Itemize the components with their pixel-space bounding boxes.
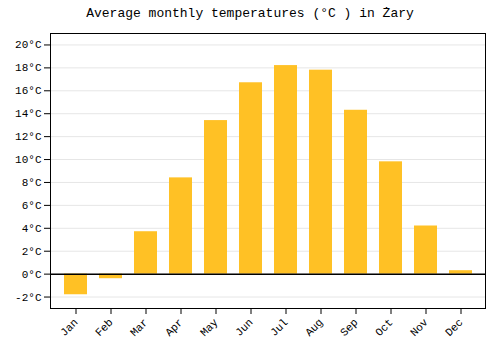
- svg-text:Jul: Jul: [268, 316, 290, 338]
- svg-text:4°C: 4°C: [22, 223, 42, 235]
- svg-text:Apr: Apr: [163, 316, 185, 338]
- svg-text:Aug: Aug: [303, 316, 325, 338]
- svg-text:Dec: Dec: [443, 316, 465, 338]
- svg-text:10°C: 10°C: [15, 154, 42, 166]
- svg-text:Jan: Jan: [58, 316, 80, 338]
- svg-text:Feb: Feb: [93, 316, 115, 338]
- svg-text:16°C: 16°C: [15, 85, 42, 97]
- svg-text:0°C: 0°C: [22, 269, 42, 281]
- svg-text:May: May: [198, 316, 221, 339]
- svg-text:Sep: Sep: [338, 316, 360, 338]
- svg-text:Oct: Oct: [373, 316, 395, 338]
- svg-text:Nov: Nov: [408, 316, 431, 339]
- svg-text:18°C: 18°C: [15, 62, 42, 74]
- svg-text:8°C: 8°C: [22, 177, 42, 189]
- svg-text:14°C: 14°C: [15, 108, 42, 120]
- svg-text:Mar: Mar: [128, 316, 150, 338]
- svg-text:2°C: 2°C: [22, 246, 42, 258]
- html-text:Average monthly temperatures (: Average monthly temperatures (°C ) in Ża…: [86, 6, 414, 21]
- svg-text:Jun: Jun: [233, 316, 255, 338]
- svg-text:-2°C: -2°C: [15, 292, 42, 304]
- svg-text:20°C: 20°C: [15, 39, 42, 51]
- svg-text:12°C: 12°C: [15, 131, 42, 143]
- svg-text:6°C: 6°C: [22, 200, 42, 212]
